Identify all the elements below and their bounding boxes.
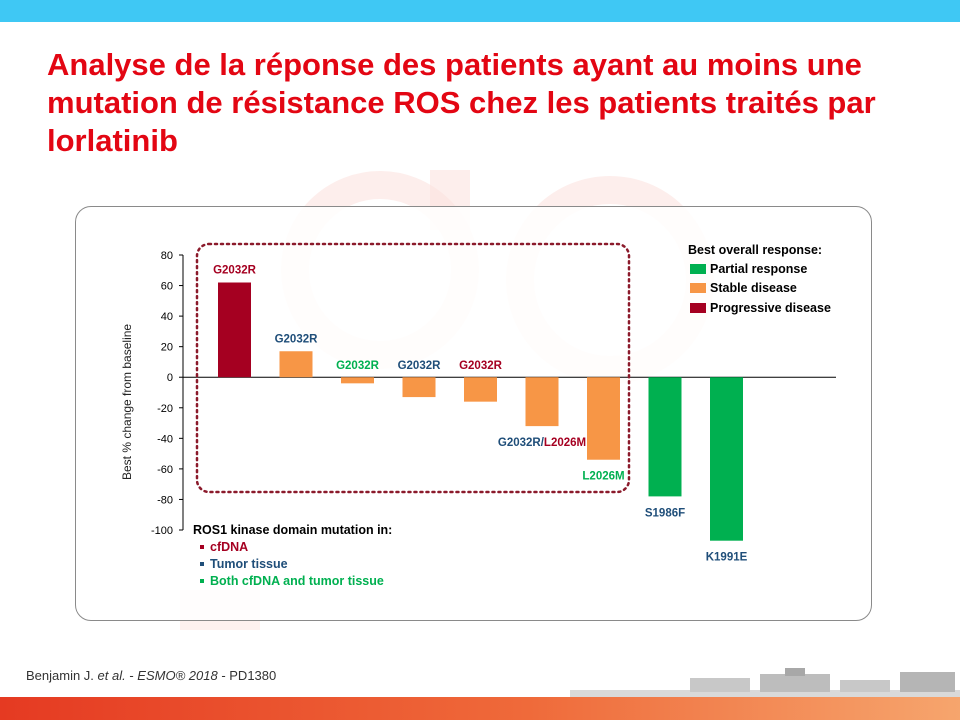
bar-mutation-label: G2032R	[398, 360, 442, 372]
bottom-bar	[0, 697, 960, 720]
mutation-source-cfdna: cfDNA	[200, 540, 248, 554]
y-tick-label: -40	[157, 433, 173, 445]
palace-skyline-image	[570, 668, 960, 700]
legend-swatch-progressive	[690, 303, 706, 313]
bar	[464, 377, 497, 402]
mutation-source-tumor: Tumor tissue	[200, 557, 288, 571]
top-band	[0, 0, 960, 22]
legend-item-progressive-disease: Progressive disease	[690, 300, 831, 316]
y-tick-label: 80	[161, 250, 173, 262]
bar-mutation-label-part: S1986F	[645, 507, 685, 519]
bar-mutation-label-part: L2026M	[544, 437, 586, 449]
bar-mutation-label-part: K1991E	[706, 552, 748, 564]
y-tick-label: -80	[157, 494, 173, 506]
footer-author: Benjamin J.	[26, 668, 98, 683]
bar-mutation-label: K1991E	[706, 552, 748, 564]
legend-item-partial-response: Partial response	[690, 261, 807, 277]
bar-mutation-label: S1986F	[645, 507, 685, 519]
footer-sep: -	[125, 668, 138, 683]
bar-mutation-label: G2032R	[213, 265, 257, 277]
bar-mutation-label-part: G2032R	[336, 360, 380, 372]
legend-item-stable-disease: Stable disease	[690, 280, 797, 296]
y-tick-label: 60	[161, 281, 173, 293]
legend-swatch-stable	[690, 283, 706, 293]
bar	[279, 351, 313, 378]
bar-mutation-label-part: G2032R	[459, 360, 503, 372]
bar	[525, 377, 559, 427]
y-tick-label: 0	[167, 372, 173, 384]
y-tick-label: -100	[151, 525, 173, 537]
highlight-dotted-box	[195, 242, 631, 494]
mutation-source-title: ROS1 kinase domain mutation in:	[193, 523, 393, 537]
y-tick-label: 40	[161, 311, 173, 323]
bullet-icon	[200, 579, 204, 583]
bar-mutation-label: G2032R	[336, 360, 380, 372]
bar-mutation-label-part: L2026M	[582, 471, 624, 483]
bar-mutation-label-part: G2032R/	[498, 437, 545, 449]
y-tick-label: -20	[157, 403, 173, 415]
mutation-source-label: Tumor tissue	[210, 557, 288, 571]
y-axis-label-text: Best % change from baseline	[120, 323, 134, 480]
bar-mutation-label-part: G2032R	[275, 333, 319, 345]
footer-etal: et al.	[97, 668, 126, 683]
bar-mutation-label: G2032R	[275, 333, 319, 345]
bar-mutation-label: G2032R	[459, 360, 503, 372]
mutation-source-label: cfDNA	[210, 540, 249, 554]
legend-swatch-partial	[690, 264, 706, 274]
bar	[402, 377, 436, 398]
y-tick-label: -60	[157, 464, 173, 476]
bar-mutation-label-part: G2032R	[213, 265, 257, 277]
legend-label: Stable disease	[710, 281, 797, 295]
bar	[648, 377, 682, 497]
legend-label: Partial response	[710, 262, 808, 276]
bar-mutation-label: L2026M	[582, 471, 624, 483]
y-tick-label: 20	[161, 342, 173, 354]
legend-label: Progressive disease	[710, 301, 831, 315]
mutation-source-label: Both cfDNA and tumor tissue	[210, 574, 384, 588]
bar	[587, 377, 620, 460]
bullet-icon	[200, 562, 204, 566]
slide-title: Analyse de la réponse des patients ayant…	[47, 47, 876, 158]
footer-ref: - PD1380	[217, 668, 277, 683]
footer-citation: Benjamin J. et al. - ESMO® 2018 - PD1380	[26, 668, 276, 683]
bar	[341, 377, 374, 384]
mutation-source-both: Both cfDNA and tumor tissue	[200, 574, 384, 588]
bullet-icon	[200, 545, 204, 549]
legend-title: Best overall response:	[688, 243, 823, 257]
footer-conference: ESMO® 2018	[137, 668, 218, 683]
bar	[218, 282, 251, 378]
bar-mutation-label: G2032R/L2026M	[498, 437, 586, 449]
bar	[710, 377, 743, 541]
bar-mutation-label-part: G2032R	[398, 360, 442, 372]
